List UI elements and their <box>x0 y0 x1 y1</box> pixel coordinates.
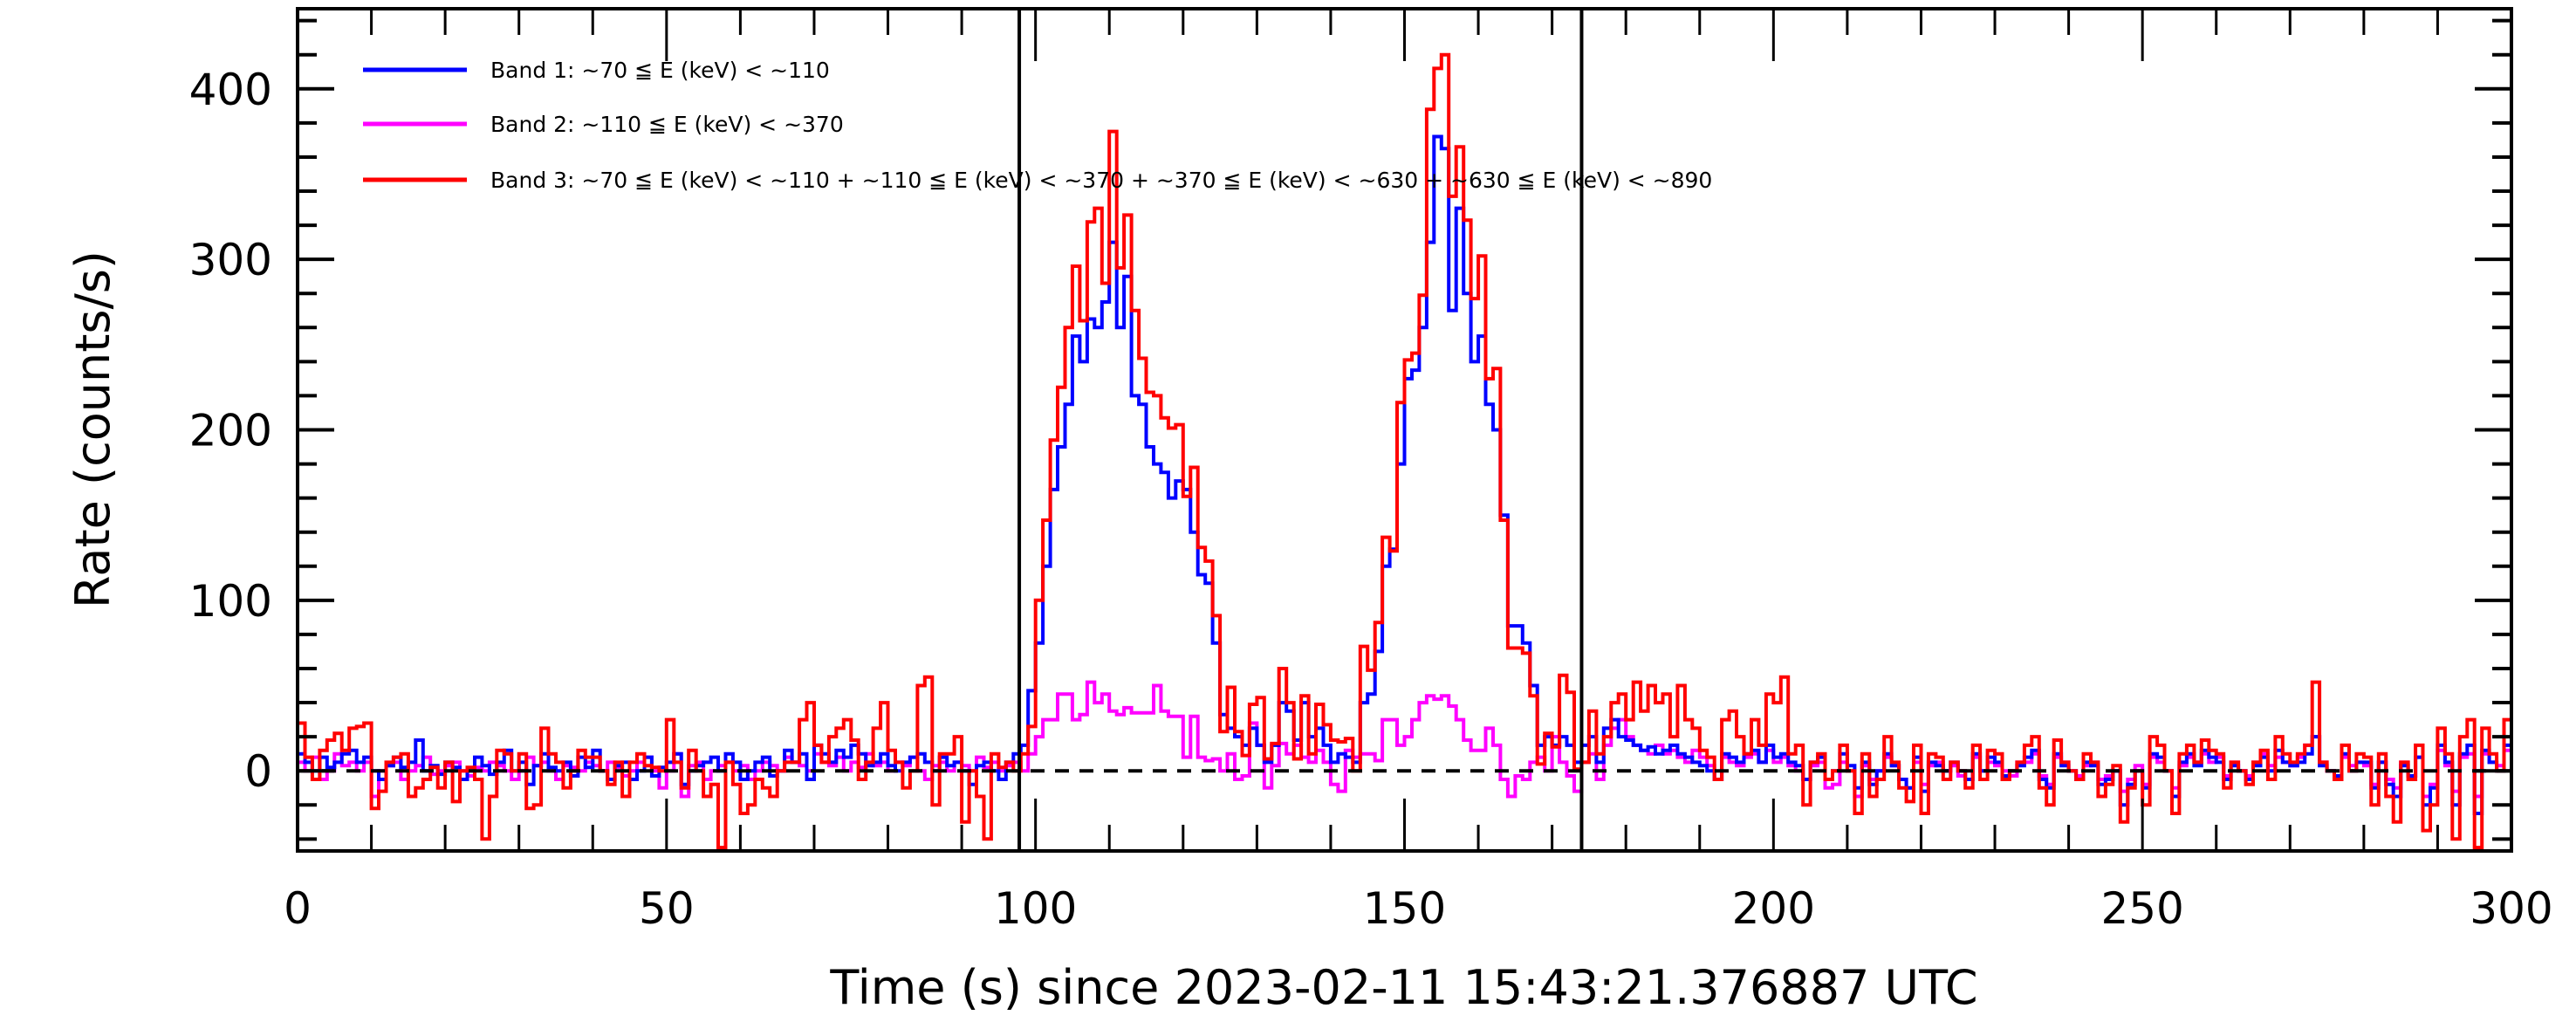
series-band-1-line <box>298 134 2511 815</box>
tick-labels: 0 50 100 150 200 250 300 0 100 200 300 400 <box>189 65 2553 934</box>
y-tick-label: 200 <box>189 406 272 456</box>
x-tick-label: 100 <box>994 883 1077 934</box>
legend-label-band-3: Band 3: ~70 ≦ E (keV) < ~110 + ~110 ≦ E … <box>490 168 1712 193</box>
x-tick-label: 0 <box>284 883 312 934</box>
x-axis-title: Time (s) since 2023-02-11 15:43:21.37688… <box>829 960 1977 1015</box>
x-tick-label: 50 <box>639 883 695 934</box>
x-tick-label: 300 <box>2470 883 2552 934</box>
series-band-2-line <box>298 680 2511 799</box>
legend-label-band-1: Band 1: ~70 ≦ E (keV) < ~110 <box>490 58 830 83</box>
axis-ticks <box>296 9 2513 851</box>
x-tick-label: 150 <box>1363 883 1446 934</box>
reference-lines <box>298 9 2511 851</box>
y-tick-label: 100 <box>189 576 272 627</box>
x-tick-label: 250 <box>2100 883 2183 934</box>
y-tick-label: 400 <box>189 65 272 115</box>
legend-label-band-2: Band 2: ~110 ≦ E (keV) < ~370 <box>490 112 844 137</box>
x-tick-label: 200 <box>1732 883 1815 934</box>
y-tick-label: 300 <box>189 235 272 285</box>
legend: Band 1: ~70 ≦ E (keV) < ~110 Band 2: ~110… <box>363 58 1712 193</box>
y-axis-title: Rate (counts/s) <box>65 250 120 608</box>
y-tick-label: 0 <box>244 746 272 797</box>
